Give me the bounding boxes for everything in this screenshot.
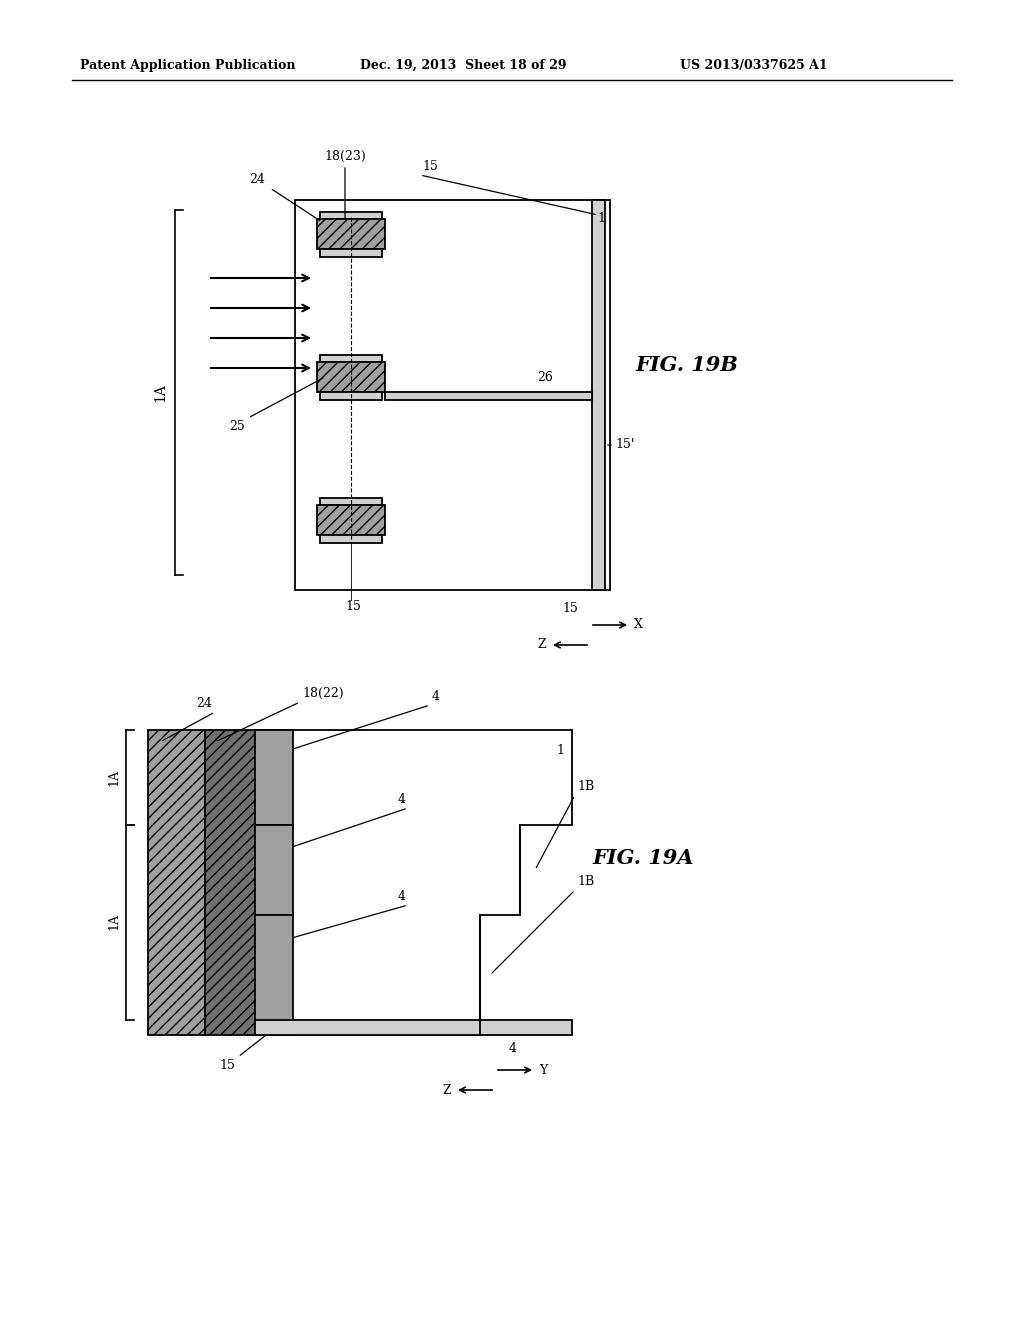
Bar [205, 730, 255, 1035]
Text: 4: 4 [509, 1041, 517, 1055]
Bar [255, 1020, 572, 1035]
Text: 24: 24 [249, 173, 265, 186]
Bar [319, 213, 382, 219]
Text: 4: 4 [398, 890, 406, 903]
Bar [319, 498, 382, 506]
Text: 1B: 1B [577, 875, 594, 888]
Text: Patent Application Publication: Patent Application Publication [80, 58, 296, 71]
Text: 4: 4 [432, 690, 440, 704]
Text: FIG. 19B: FIG. 19B [635, 355, 738, 375]
Text: 1B: 1B [577, 780, 594, 793]
Bar [148, 730, 205, 1035]
Text: 15: 15 [422, 160, 438, 173]
Bar [317, 219, 385, 249]
Bar [319, 392, 382, 400]
Text: Dec. 19, 2013  Sheet 18 of 29: Dec. 19, 2013 Sheet 18 of 29 [360, 58, 566, 71]
Bar [385, 392, 592, 400]
Bar [319, 249, 382, 257]
Text: 25: 25 [229, 420, 245, 433]
Text: 4: 4 [398, 793, 406, 807]
Bar [317, 362, 385, 392]
Bar [317, 506, 385, 535]
Text: Z: Z [538, 639, 546, 652]
Polygon shape [255, 730, 572, 1035]
Text: Y: Y [539, 1064, 547, 1077]
Bar [295, 201, 610, 590]
Text: 15: 15 [345, 601, 360, 612]
Text: X: X [634, 619, 643, 631]
Text: 1: 1 [597, 213, 605, 224]
Bar [319, 355, 382, 362]
Bar [592, 201, 605, 590]
Text: Z: Z [442, 1084, 451, 1097]
Bar [255, 825, 293, 915]
Text: 1A: 1A [106, 768, 120, 785]
Text: 18(23): 18(23) [325, 150, 366, 162]
Text: 18(22): 18(22) [302, 686, 344, 700]
Text: FIG. 19A: FIG. 19A [592, 847, 693, 869]
Text: 24: 24 [197, 697, 212, 710]
Bar [255, 915, 293, 1035]
Bar [319, 535, 382, 543]
Text: 26: 26 [537, 371, 553, 384]
Text: 1A: 1A [106, 913, 120, 931]
Text: US 2013/0337625 A1: US 2013/0337625 A1 [680, 58, 827, 71]
Text: 15': 15' [615, 438, 635, 451]
Text: 1A: 1A [153, 383, 167, 401]
Bar [255, 730, 293, 825]
Text: 15: 15 [219, 1059, 234, 1072]
Text: 1: 1 [556, 744, 564, 756]
Text: 15: 15 [562, 602, 578, 615]
